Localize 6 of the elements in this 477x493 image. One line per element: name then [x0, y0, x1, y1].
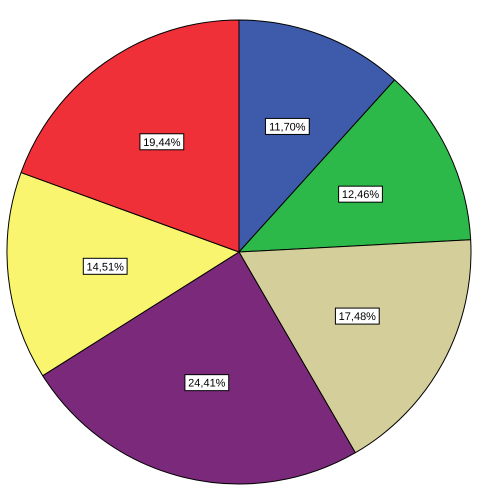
data-label: 14,51% [86, 261, 124, 274]
data-label: 19,44% [143, 136, 181, 149]
data-label: 17,48% [338, 311, 376, 324]
data-label: 11,70% [269, 121, 306, 134]
data-label: 24,41% [188, 378, 226, 390]
data-label: 12,46% [342, 189, 380, 202]
